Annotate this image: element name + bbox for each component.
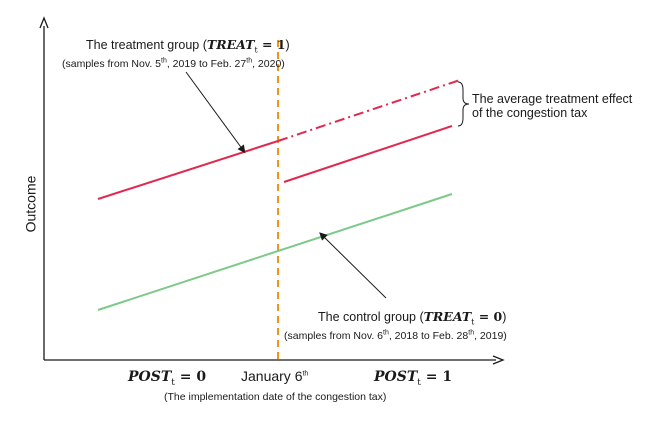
control-sub-sup2: th xyxy=(468,329,475,337)
x-label-post-0: POSTt = 0 xyxy=(128,368,206,388)
effect-label-line2: of the congestion tax xyxy=(472,106,588,121)
treatment-math-eq: = 1 xyxy=(257,37,286,52)
x-label-post-1: POSTt = 1 xyxy=(374,368,452,388)
control-label-sub: (samples from Nov. 6th, 2018 to Feb. 28t… xyxy=(284,329,507,342)
treatment-math-sub: t xyxy=(254,45,258,55)
control-sub-suffix: , 2019) xyxy=(474,329,507,342)
x-center-sup: th xyxy=(302,370,309,378)
x-right-eq: = 1 xyxy=(420,369,453,385)
x-center-text: January 6 xyxy=(241,368,303,384)
control-math-treat: TREAT xyxy=(423,309,472,324)
treatment-sub-prefix: (samples from Nov. 5 xyxy=(62,57,161,70)
treatment-pointer-arrow xyxy=(185,71,246,154)
treatment-sub-mid: , 2019 to Feb. 27 xyxy=(166,57,247,70)
effect-brace xyxy=(457,81,470,127)
y-axis-arrow xyxy=(39,16,49,29)
treatment-label-title: The treatment group (TREATt = 1) xyxy=(86,37,290,55)
control-sub-mid: , 2018 to Feb. 28 xyxy=(388,329,469,342)
control-label: The control group (TREATt = 0) (samples … xyxy=(284,309,507,342)
x-right-post: POST xyxy=(374,369,418,385)
x-left-post: POST xyxy=(128,369,172,385)
y-axis-label: Outcome xyxy=(22,175,39,233)
control-math-sub: t xyxy=(471,317,475,327)
treatment-counterfactual-line xyxy=(277,79,461,142)
treatment-sub-suffix: , 2020) xyxy=(252,57,285,70)
x-label-cutoff-date: January 6th xyxy=(241,368,308,384)
treatment-sub-sup2: th xyxy=(246,57,253,65)
x-axis-arrow xyxy=(492,355,505,365)
effect-label: The average treatment effect of the cong… xyxy=(472,92,632,121)
treatment-title-prefix: The treatment group ( xyxy=(86,38,207,52)
treatment-sub-sup1: th xyxy=(161,57,167,65)
treatment-label: The treatment group (TREATt = 1) (sample… xyxy=(62,37,290,70)
treatment-math-treat: TREAT xyxy=(206,37,255,52)
control-title-prefix: The control group ( xyxy=(318,310,424,324)
x-left-eq: = 0 xyxy=(174,369,207,385)
control-line xyxy=(97,193,453,311)
control-label-title: The control group (TREATt = 0) xyxy=(318,309,507,327)
control-math-eq: = 0 xyxy=(474,309,503,324)
treatment-post-line xyxy=(283,125,453,183)
control-title-suffix: ) xyxy=(502,310,507,324)
x-right-sub: t xyxy=(417,377,421,388)
control-sub-prefix: (samples from Nov. 6 xyxy=(284,329,383,342)
control-pointer-arrow xyxy=(319,232,387,299)
control-sub-sup1: th xyxy=(383,329,389,337)
x-left-sub: t xyxy=(171,377,175,388)
x-axis-caption: (The implementation date of the congesti… xyxy=(164,391,387,403)
effect-label-line1: The average treatment effect xyxy=(472,92,633,106)
treatment-label-sub: (samples from Nov. 5th, 2019 to Feb. 27t… xyxy=(62,57,290,70)
treatment-pre-line xyxy=(97,140,279,200)
treatment-title-suffix: ) xyxy=(285,38,290,52)
